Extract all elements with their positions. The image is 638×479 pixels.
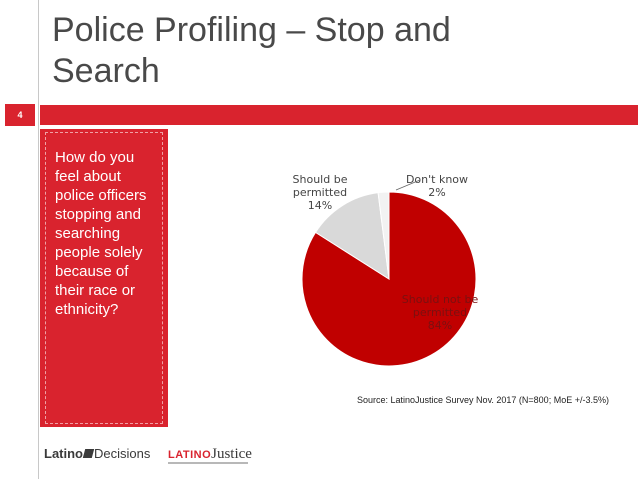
title-line-2: Search bbox=[52, 52, 160, 90]
source-note: Source: LatinoJustice Survey Nov. 2017 (… bbox=[357, 395, 609, 405]
page-title: Police Profiling – Stop and Search bbox=[52, 10, 612, 92]
slice-should-be-permitted bbox=[314, 192, 390, 280]
slice-should-be-permitted-label: Should be permitted 14% bbox=[293, 173, 348, 212]
question-text: How do you feel about police officers st… bbox=[55, 149, 147, 318]
header-bar bbox=[40, 105, 638, 125]
flag-icon bbox=[82, 449, 95, 458]
latinojustice-logo: LATINO Justice bbox=[168, 446, 252, 463]
dont-know-leader-line bbox=[395, 179, 421, 191]
title-line-1: Police Profiling – Stop and bbox=[52, 11, 451, 49]
latino-decisions-logo: Latino Decisions bbox=[44, 446, 150, 461]
logo-latino-caps: LATINO bbox=[168, 449, 212, 461]
logo-latino-text: Latino bbox=[44, 446, 83, 461]
logo-decisions-text: Decisions bbox=[94, 446, 151, 461]
question-panel bbox=[40, 129, 168, 427]
question-panel-border bbox=[45, 132, 163, 424]
logo-justice-text: Justice bbox=[211, 446, 252, 462]
left-guide-line bbox=[38, 0, 39, 479]
slide-number: 4 bbox=[5, 104, 35, 126]
logo-tagline-bar bbox=[168, 462, 248, 464]
slice-dont-know-label: Don't know 2% bbox=[406, 173, 468, 199]
slice-should-not-be-permitted-label: Should not be permitted 84% bbox=[402, 293, 479, 332]
slice-dont-know bbox=[377, 191, 390, 280]
